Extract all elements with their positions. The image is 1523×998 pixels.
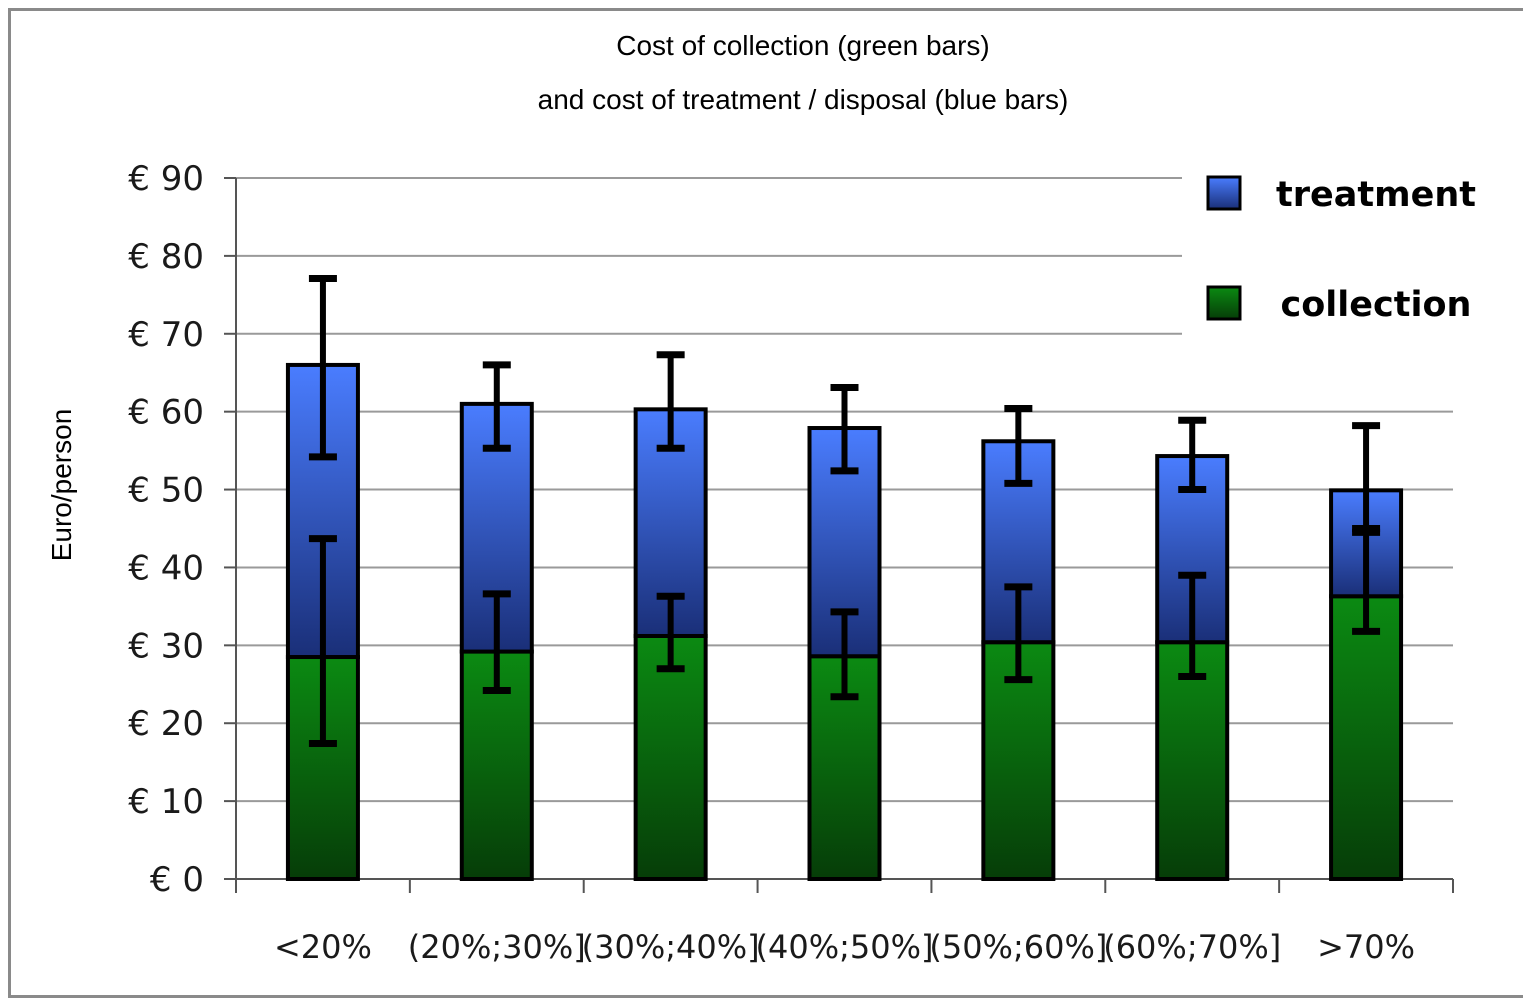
y-tick-label: € 20 xyxy=(128,704,204,744)
x-tick-label: >70% xyxy=(1317,928,1415,966)
x-tick-label: (50%;60%] xyxy=(929,928,1107,966)
collection-bar xyxy=(633,633,708,882)
y-tick-label: € 70 xyxy=(128,315,204,355)
legend-label-collection: collection xyxy=(1281,285,1472,325)
y-tick-label: € 0 xyxy=(150,860,204,900)
chart-subtitle: and cost of treatment / disposal (blue b… xyxy=(537,84,1069,115)
legend-swatch-collection xyxy=(1206,285,1242,321)
x-tick-label: (30%;40%] xyxy=(582,928,760,966)
y-tick-label: € 90 xyxy=(128,159,204,199)
chart-title: Cost of collection (green bars) xyxy=(616,30,990,61)
y-tick-label: € 30 xyxy=(128,626,204,666)
y-tick-label: € 60 xyxy=(128,393,204,433)
collection-bar xyxy=(981,640,1056,881)
x-tick-label: (40%;50%] xyxy=(756,928,934,966)
y-tick-label: € 50 xyxy=(128,471,204,511)
x-tick-label: (60%;70%] xyxy=(1103,928,1281,966)
y-tick-label: € 80 xyxy=(128,237,204,277)
collection-bar xyxy=(1329,594,1404,881)
y-tick-label: € 10 xyxy=(128,782,204,822)
y-tick-label: € 40 xyxy=(128,548,204,588)
legend-swatch-treatment xyxy=(1206,175,1242,211)
x-tick-label: <20% xyxy=(274,928,372,966)
legend-label-treatment: treatment xyxy=(1276,175,1476,215)
x-tick-label: (20%;30%] xyxy=(408,928,586,966)
